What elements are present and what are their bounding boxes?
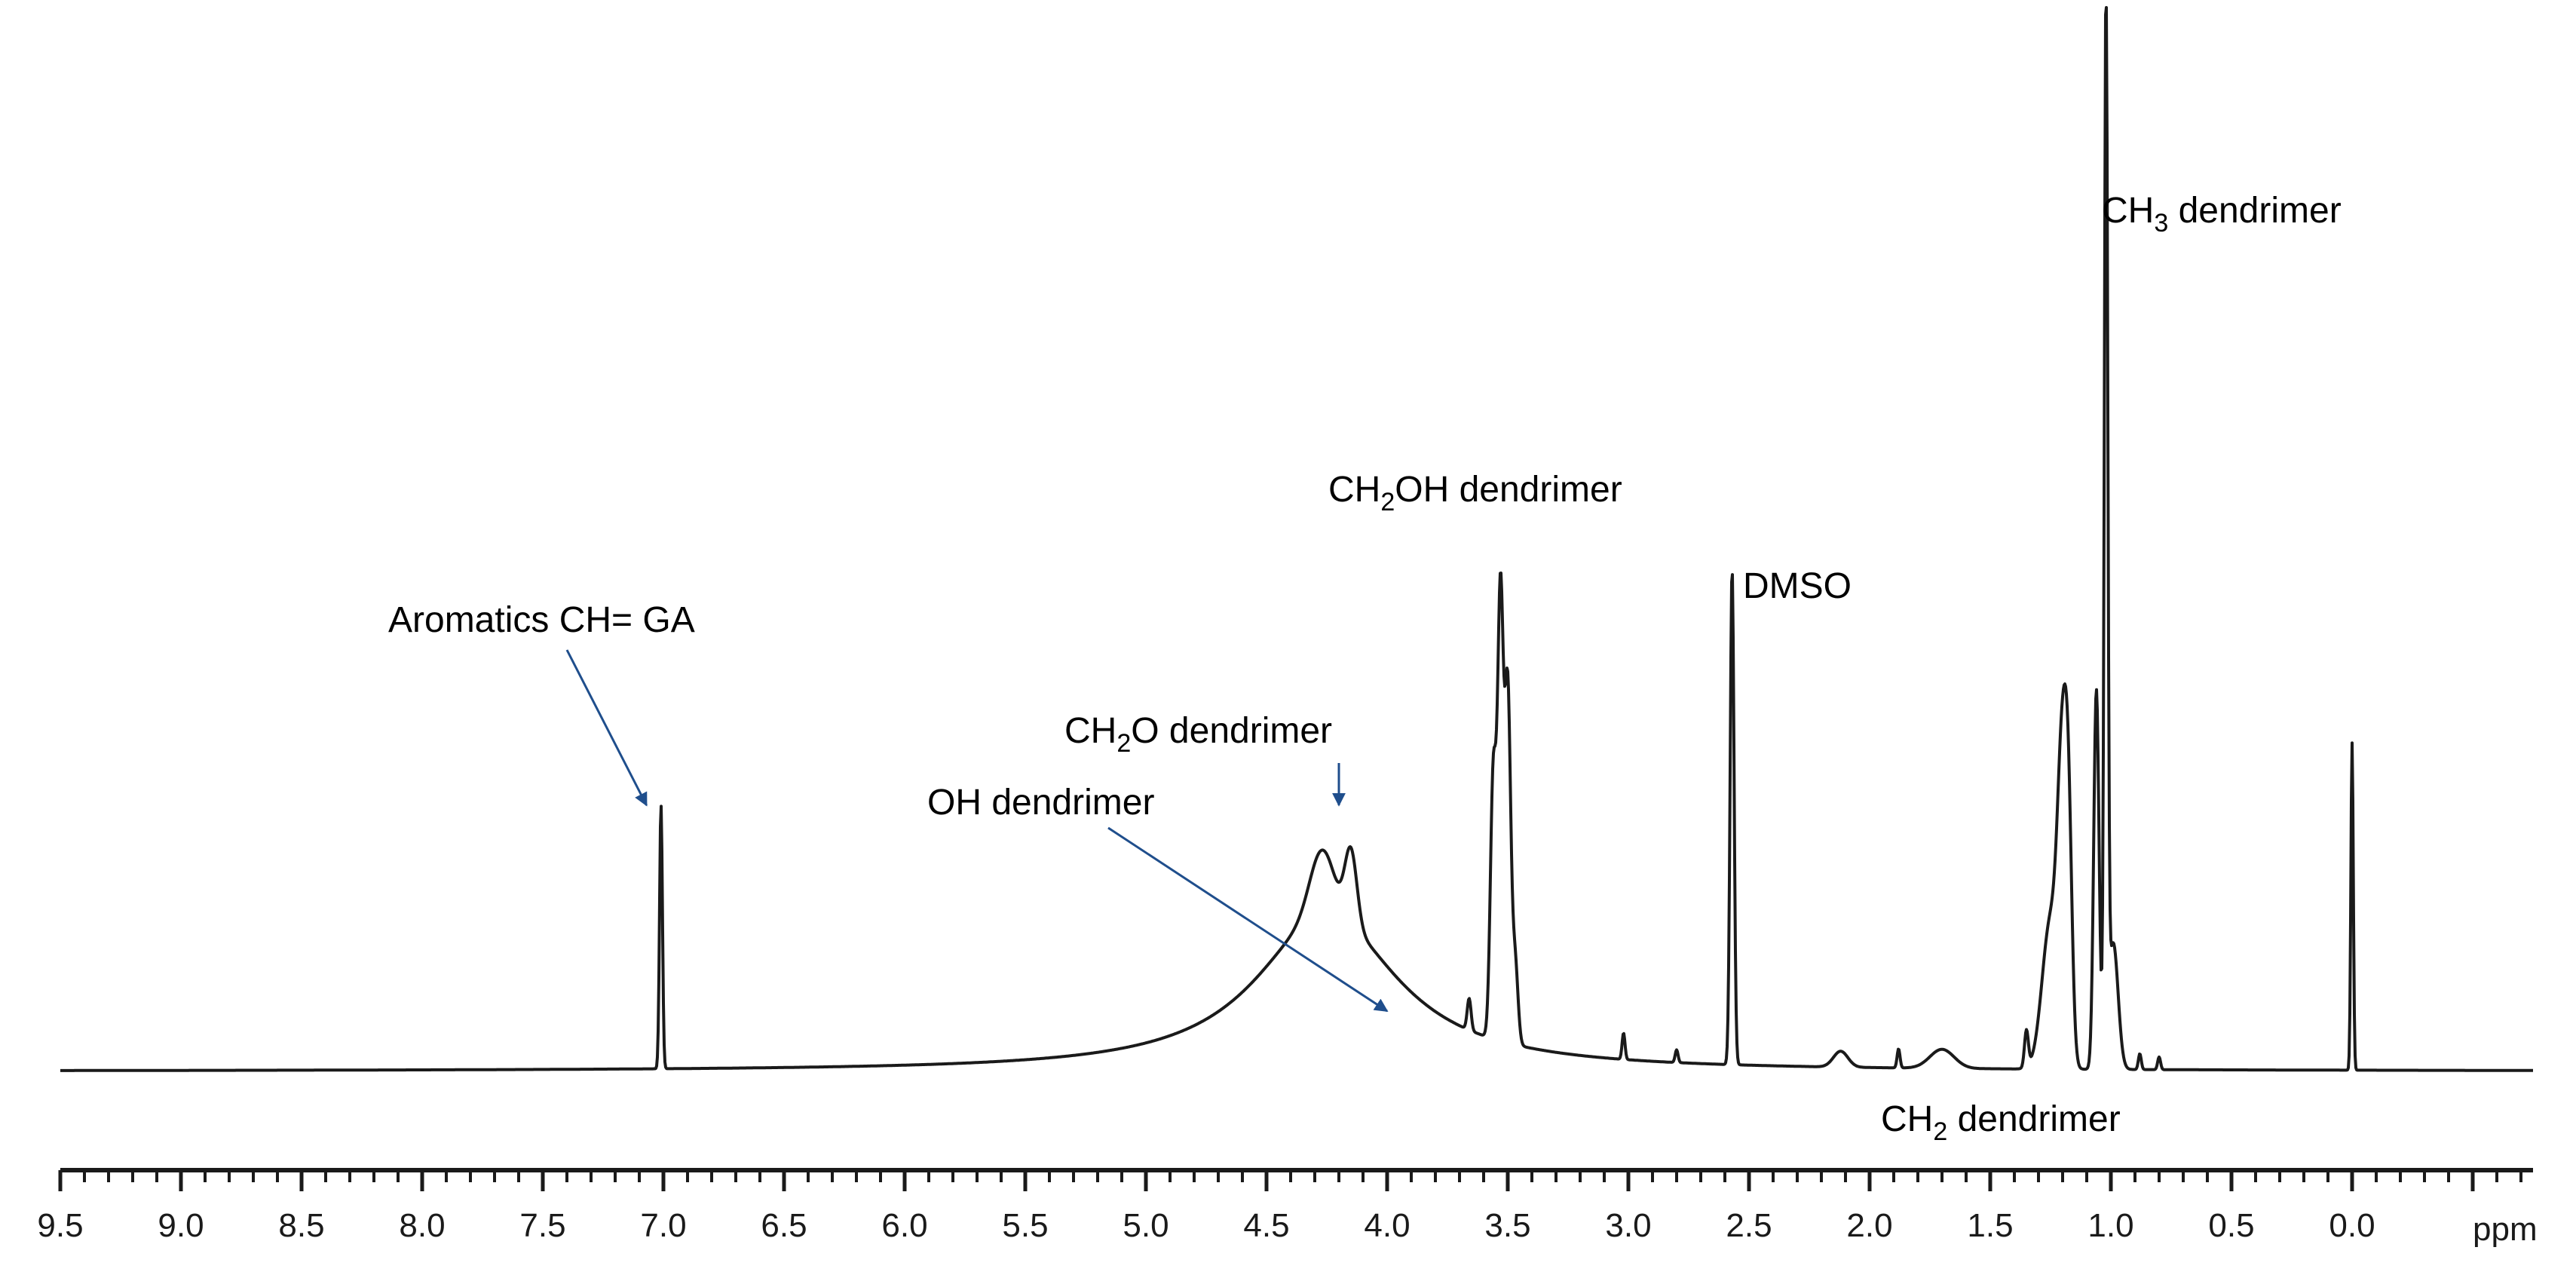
tick-label: 9.5 <box>37 1207 83 1244</box>
tick-label: 7.5 <box>519 1207 565 1244</box>
tick-label: 4.5 <box>1243 1207 1289 1244</box>
tick-label: 8.5 <box>278 1207 324 1244</box>
aromatics-arrow <box>565 649 648 807</box>
tick-label: 2.5 <box>1726 1207 1772 1244</box>
tick-label: 1.0 <box>2087 1207 2133 1244</box>
ppm-tick-labels: 9.5 9.0 8.5 8.0 7.5 7.0 6.5 6.0 5.5 5.0 4.5 4.0 3.5 3… <box>37 1207 2375 1244</box>
tick-label: 0.5 <box>2208 1207 2254 1244</box>
tick-label: 7.0 <box>640 1207 686 1244</box>
tick-label: 5.0 <box>1123 1207 1169 1244</box>
ch2-subscript: 2 <box>1933 1117 1947 1146</box>
ppm-axis-ticks <box>58 1170 2522 1191</box>
ch3-rest: dendrimer <box>2168 191 2341 231</box>
ch2o-main: CH <box>1064 711 1116 751</box>
ch2o-rest: O dendrimer <box>1131 711 1332 751</box>
tick-label: 0.0 <box>2329 1207 2375 1244</box>
ch3-main: CH <box>2102 191 2154 231</box>
tick-label: 3.0 <box>1605 1207 1651 1244</box>
tick-label: 6.0 <box>881 1207 927 1244</box>
aromatics-label: Aromatics CH= GA <box>388 600 695 640</box>
ppm-axis-unit-label: ppm <box>2473 1211 2538 1248</box>
ch3-subscript: 3 <box>2154 209 2168 238</box>
ch2-main: CH <box>1881 1099 1933 1139</box>
ch3-dendrimer-label: CH3 dendrimer <box>2102 191 2342 238</box>
ch2oh-subscript: 2 <box>1380 488 1395 516</box>
oh-arrow <box>1107 826 1389 1013</box>
oh-dendrimer-label: OH dendrimer <box>927 783 1154 823</box>
ch2oh-dendrimer-label: CH2OH dendrimer <box>1328 470 1622 516</box>
spectrum-line <box>60 6 2534 1072</box>
ch2-dendrimer-label: CH2 dendrimer <box>1881 1099 2121 1146</box>
tick-label: 2.0 <box>1846 1207 1892 1244</box>
ch2o-subscript: 2 <box>1116 729 1131 758</box>
tick-label: 3.5 <box>1484 1207 1530 1244</box>
ch2o-dendrimer-label: CH2O dendrimer <box>1064 711 1332 758</box>
dmso-label: DMSO <box>1743 566 1852 606</box>
tick-label: 8.0 <box>399 1207 445 1244</box>
ch2oh-main: CH <box>1328 470 1380 510</box>
tick-label: 5.5 <box>1002 1207 1048 1244</box>
tick-label: 6.5 <box>761 1207 807 1244</box>
ch2-rest: dendrimer <box>1947 1099 2120 1139</box>
ch2oh-rest: OH dendrimer <box>1395 470 1622 510</box>
tick-label: 9.0 <box>158 1207 204 1244</box>
tick-label: 1.5 <box>1967 1207 2013 1244</box>
tick-label: 4.0 <box>1364 1207 1410 1244</box>
